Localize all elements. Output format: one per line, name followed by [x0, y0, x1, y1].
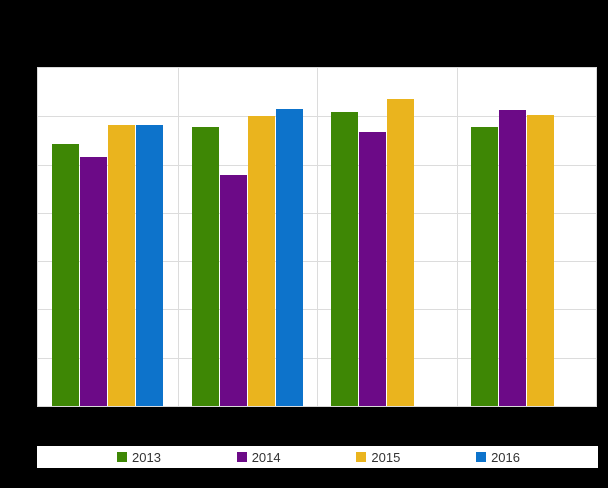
bar-2016-group-2 — [276, 109, 303, 406]
legend-item-2014: 2014 — [236, 449, 281, 465]
bar-2014-group-2 — [220, 175, 247, 406]
gridline-vertical — [457, 68, 458, 406]
bar-2014-group-1 — [80, 157, 107, 406]
legend-label: 2016 — [491, 449, 520, 465]
bar-2015-group-2 — [248, 116, 275, 406]
legend-swatch-icon — [476, 452, 487, 462]
bar-2014-group-3 — [359, 132, 386, 406]
bar-2015-group-4 — [527, 115, 554, 406]
legend-swatch-icon — [356, 452, 367, 462]
legend-label: 2013 — [132, 449, 161, 465]
bar-2014-group-4 — [499, 110, 526, 406]
plot-area — [37, 67, 597, 407]
legend-swatch-icon — [117, 452, 127, 462]
legend-item-2015: 2015 — [356, 451, 400, 464]
legend-swatch-icon — [236, 452, 247, 462]
legend-label: 2014 — [251, 449, 281, 465]
bar-2013-group-2 — [192, 127, 219, 406]
gridline-vertical — [317, 68, 318, 406]
legend-label: 2015 — [371, 449, 401, 465]
bar-2015-group-3 — [387, 99, 414, 406]
bar-2013-group-4 — [471, 127, 498, 406]
legend-item-2016: 2016 — [476, 451, 520, 464]
bar-2015-group-1 — [108, 125, 135, 406]
bar-2013-group-3 — [331, 112, 358, 406]
legend-item-2013: 2013 — [117, 451, 161, 464]
bar-2016-group-1 — [136, 125, 163, 406]
gridline-vertical — [178, 68, 179, 406]
bar-2013-group-1 — [52, 144, 79, 406]
legend: 2013 2014 2015 2016 — [37, 446, 598, 468]
